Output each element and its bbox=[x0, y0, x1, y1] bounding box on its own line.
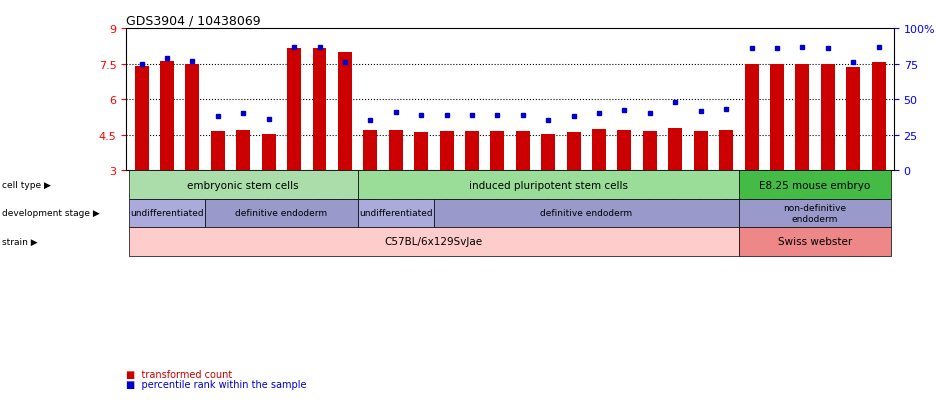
Text: induced pluripotent stem cells: induced pluripotent stem cells bbox=[469, 180, 628, 190]
Bar bbox=[313, 49, 327, 171]
Bar bbox=[205, 199, 358, 228]
Bar bbox=[618, 131, 632, 171]
Bar bbox=[846, 68, 860, 171]
Bar bbox=[744, 64, 758, 171]
Bar bbox=[414, 133, 428, 171]
Text: cell type ▶: cell type ▶ bbox=[2, 180, 51, 190]
Text: GDS3904 / 10438069: GDS3904 / 10438069 bbox=[126, 15, 261, 28]
Bar bbox=[129, 199, 205, 228]
Bar bbox=[287, 49, 301, 171]
Bar bbox=[719, 131, 733, 171]
Text: E8.25 mouse embryo: E8.25 mouse embryo bbox=[759, 180, 870, 190]
Text: C57BL/6x129SvJae: C57BL/6x129SvJae bbox=[385, 237, 483, 247]
Bar bbox=[516, 132, 530, 171]
Bar bbox=[739, 199, 891, 228]
Bar bbox=[160, 62, 174, 171]
Bar bbox=[358, 199, 434, 228]
Bar bbox=[490, 132, 505, 171]
Bar bbox=[388, 131, 402, 171]
Text: undifferentiated: undifferentiated bbox=[130, 209, 204, 218]
Text: Swiss webster: Swiss webster bbox=[778, 237, 852, 247]
Bar bbox=[566, 133, 580, 171]
Bar bbox=[821, 64, 835, 171]
Bar bbox=[541, 134, 555, 171]
Bar bbox=[770, 64, 784, 171]
Text: undifferentiated: undifferentiated bbox=[358, 209, 432, 218]
Text: ■  transformed count: ■ transformed count bbox=[126, 369, 233, 379]
Bar bbox=[668, 128, 682, 171]
Bar bbox=[465, 132, 479, 171]
Bar bbox=[129, 171, 358, 199]
Text: definitive endoderm: definitive endoderm bbox=[235, 209, 328, 218]
Bar bbox=[434, 199, 739, 228]
Text: ■  percentile rank within the sample: ■ percentile rank within the sample bbox=[126, 379, 307, 389]
Bar bbox=[871, 63, 885, 171]
Bar bbox=[185, 64, 199, 171]
Bar bbox=[739, 228, 891, 256]
Bar bbox=[694, 132, 708, 171]
Bar bbox=[262, 134, 276, 171]
Bar bbox=[643, 132, 657, 171]
Bar bbox=[236, 131, 250, 171]
Bar bbox=[440, 132, 454, 171]
Text: non-definitive
endoderm: non-definitive endoderm bbox=[783, 204, 847, 223]
Bar bbox=[135, 67, 149, 171]
Bar bbox=[211, 132, 225, 171]
Bar bbox=[338, 52, 352, 171]
Bar bbox=[592, 130, 607, 171]
Bar bbox=[739, 171, 891, 199]
Bar bbox=[129, 228, 739, 256]
Bar bbox=[796, 64, 810, 171]
Text: embryonic stem cells: embryonic stem cells bbox=[187, 180, 300, 190]
Text: development stage ▶: development stage ▶ bbox=[2, 209, 99, 218]
Bar bbox=[358, 171, 739, 199]
Text: strain ▶: strain ▶ bbox=[2, 237, 37, 246]
Bar bbox=[363, 131, 377, 171]
Text: definitive endoderm: definitive endoderm bbox=[540, 209, 633, 218]
